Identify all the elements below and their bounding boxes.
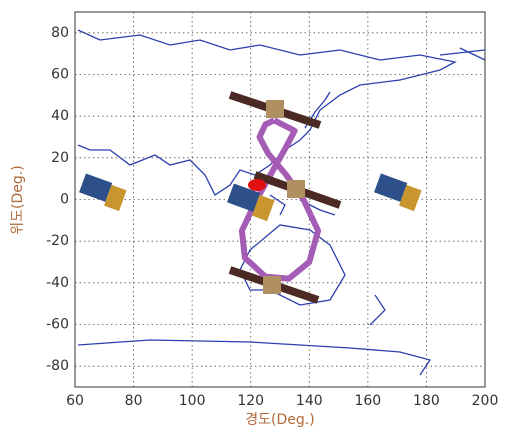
x-axis-label: 경도(Deg.) — [245, 412, 314, 428]
y-tick-label: 40 — [51, 108, 69, 124]
y-tick-label: 60 — [51, 67, 69, 83]
coastlines — [77, 29, 486, 376]
plot-frame — [74, 11, 486, 388]
x-tick-label: 120 — [237, 393, 264, 409]
satellites — [79, 91, 422, 304]
y-tick-label: -20 — [46, 233, 69, 249]
y-tick-label: 80 — [51, 25, 69, 41]
y-axis-label: 위도(Deg.) — [10, 165, 26, 234]
y-tick-label: -80 — [46, 358, 69, 374]
y-tick-label: 20 — [51, 150, 69, 166]
x-tick-label: 140 — [296, 393, 323, 409]
x-tick-label: 100 — [179, 393, 206, 409]
y-tick-label: -40 — [46, 275, 69, 291]
x-tick-label: 60 — [66, 393, 84, 409]
x-tick-label: 180 — [413, 393, 440, 409]
ground-track — [238, 117, 322, 282]
y-tick-label: 0 — [60, 192, 69, 208]
x-tick-label: 200 — [472, 393, 499, 409]
x-tick-label: 80 — [125, 393, 143, 409]
x-tick-label: 160 — [354, 393, 381, 409]
y-tick-label: -60 — [46, 317, 69, 333]
